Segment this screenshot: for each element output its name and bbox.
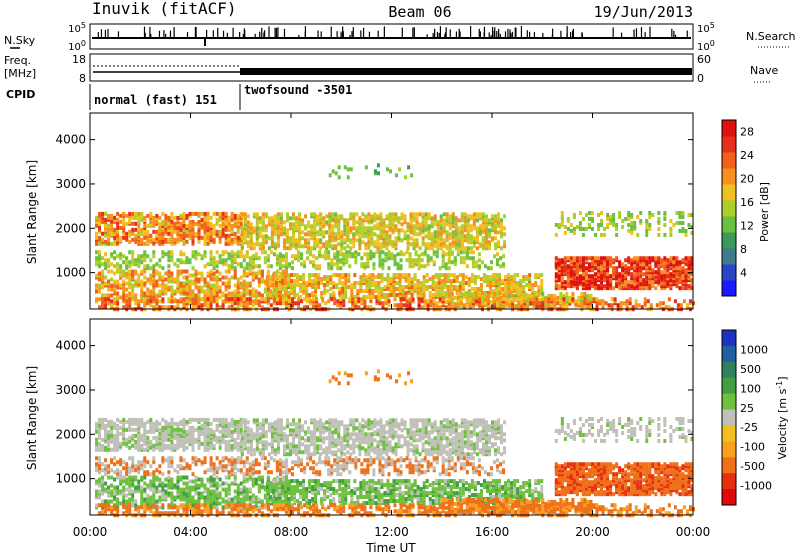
velocity-colorbar-tick: -500 bbox=[740, 460, 765, 473]
power-colorbar-label: Power [dB] bbox=[758, 182, 771, 242]
nsky-strip bbox=[89, 23, 694, 50]
y-tick-label: 2000 bbox=[55, 427, 86, 441]
nsearch-tick-bottom: 100 bbox=[697, 39, 715, 54]
power-colorbar: 4 8 12 16 20 24 28 bbox=[721, 119, 754, 297]
power-colorbar-tick: 12 bbox=[740, 220, 754, 233]
freq-label: Freq. bbox=[4, 54, 31, 67]
velocity-colorbar-tick: 100 bbox=[740, 382, 761, 395]
y-tick-label: 3000 bbox=[55, 177, 86, 191]
nsky-tick-bottom: 100 bbox=[68, 39, 86, 54]
freq-strip bbox=[89, 53, 694, 82]
y-tick-label: 1000 bbox=[55, 266, 86, 280]
velocity-colorbar-tick: 1000 bbox=[740, 343, 768, 356]
beam-title: Beam 06 bbox=[388, 3, 451, 21]
velocity-colorbar-tick: 25 bbox=[740, 402, 754, 415]
velocity-colorbar: 1000 500 100 25 -25 -100 -500 -1000 bbox=[721, 329, 772, 506]
velocity-colorbar-label-text: Velocity [m s-1] bbox=[775, 376, 790, 459]
nsearch-label: N.Search bbox=[746, 30, 796, 43]
freq-tick-top: 18 bbox=[72, 53, 86, 66]
nave-tick-top: 60 bbox=[697, 53, 711, 66]
power-colorbar-tick: 4 bbox=[740, 267, 747, 280]
x-tick-label: 12:00 bbox=[374, 525, 409, 539]
nave-tick-bottom: 0 bbox=[697, 72, 704, 85]
nsky-trace bbox=[92, 26, 691, 46]
velocity-colorbar-tick: -25 bbox=[740, 421, 758, 434]
power-colorbar-tick: 8 bbox=[740, 243, 747, 256]
time-axis: 00:00 04:00 08:00 12:00 16:00 20:00 00:00 bbox=[73, 525, 711, 539]
y-tick-label: 2000 bbox=[55, 221, 86, 235]
x-tick-label: 00:00 bbox=[73, 525, 108, 539]
x-tick-label: 20:00 bbox=[575, 525, 610, 539]
y-tick-label: 4000 bbox=[55, 133, 86, 147]
freq-trace bbox=[93, 65, 692, 75]
freq-unit: [MHz] bbox=[4, 67, 36, 80]
velocity-ylabel: Slant Range [km] bbox=[25, 366, 39, 470]
velocity-colorbar-tick: -1000 bbox=[740, 480, 772, 493]
cpid-label: CPID bbox=[6, 88, 35, 101]
x-tick-label: 00:00 bbox=[676, 525, 711, 539]
freq-tick-bottom: 8 bbox=[79, 72, 86, 85]
power-colorbar-tick: 16 bbox=[740, 196, 754, 209]
y-tick-label: 3000 bbox=[55, 383, 86, 397]
nave-label: Nave bbox=[750, 64, 778, 77]
x-tick-label: 08:00 bbox=[274, 525, 309, 539]
y-tick-label: 4000 bbox=[55, 339, 86, 353]
power-colorbar-tick: 20 bbox=[740, 173, 754, 186]
power-axes: 1000 2000 3000 4000 bbox=[55, 113, 694, 309]
nsky-tick-top: 105 bbox=[68, 21, 86, 36]
velocity-heatmap bbox=[95, 369, 695, 518]
power-heatmap bbox=[95, 163, 695, 312]
nsearch-tick-top: 105 bbox=[697, 21, 715, 36]
cpid-segment-1: normal (fast) 151 bbox=[94, 93, 217, 107]
power-colorbar-tick: 24 bbox=[740, 149, 754, 162]
x-axis-label: Time UT bbox=[365, 541, 416, 554]
power-ylabel: Slant Range [km] bbox=[25, 160, 39, 264]
velocity-colorbar-tick: 500 bbox=[740, 363, 761, 376]
station-title: Inuvik (fitACF) bbox=[92, 0, 237, 18]
x-tick-label: 04:00 bbox=[173, 525, 208, 539]
velocity-axes: 1000 2000 3000 4000 bbox=[55, 319, 694, 515]
nsky-label: N.Sky bbox=[4, 34, 36, 47]
x-tick-label: 16:00 bbox=[475, 525, 510, 539]
velocity-colorbar-tick: -100 bbox=[740, 441, 765, 454]
y-tick-label: 1000 bbox=[55, 472, 86, 486]
power-colorbar-tick: 28 bbox=[740, 126, 754, 139]
cpid-segment-2: twofsound -3501 bbox=[244, 83, 352, 97]
date-title: 19/Jun/2013 bbox=[594, 3, 693, 21]
